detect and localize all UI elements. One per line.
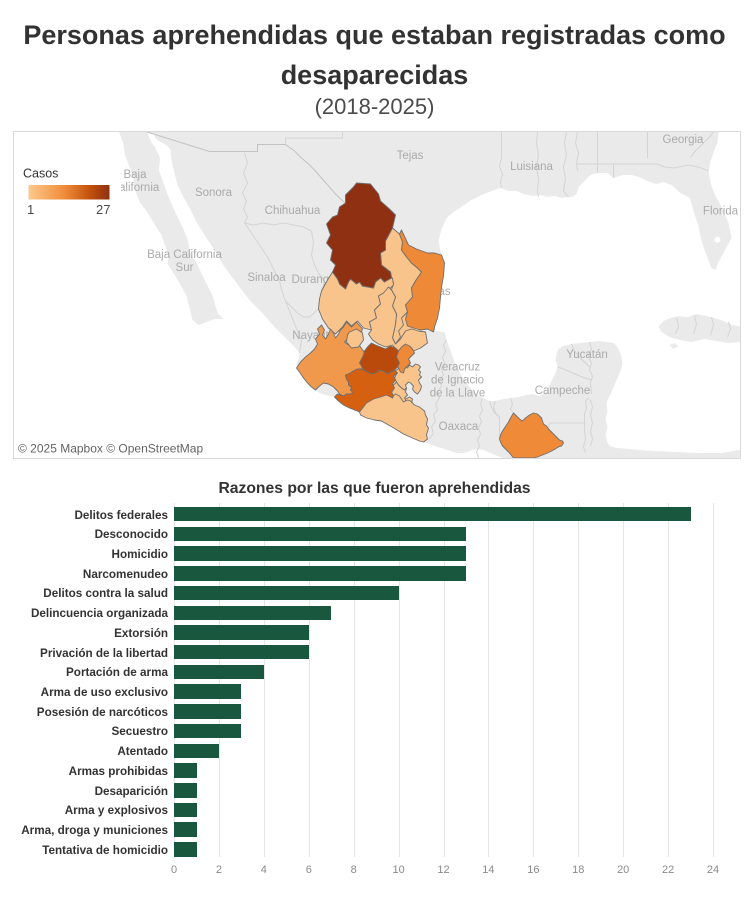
svg-text:Durango: Durango — [291, 274, 335, 286]
svg-text:Casos: Casos — [23, 167, 58, 181]
svg-text:Sur: Sur — [175, 262, 193, 274]
svg-text:Chihuahua: Chihuahua — [264, 205, 320, 217]
svg-text:Florida: Florida — [702, 206, 738, 218]
svg-text:Baja California: Baja California — [147, 249, 222, 261]
svg-text:Yucatán: Yucatán — [566, 349, 608, 361]
svg-text:Luisiana: Luisiana — [510, 161, 553, 173]
svg-text:Georgia: Georgia — [662, 134, 704, 146]
svg-text:de Ignacio: de Ignacio — [430, 375, 483, 387]
svg-text:Campeche: Campeche — [534, 385, 590, 397]
svg-text:Veracruz: Veracruz — [434, 362, 480, 374]
svg-text:27: 27 — [96, 202, 110, 217]
svg-text:de la Llave: de la Llave — [429, 388, 485, 400]
svg-text:1: 1 — [27, 202, 34, 217]
svg-text:California: California — [110, 182, 159, 194]
svg-text:Sinaloa: Sinaloa — [247, 272, 286, 284]
svg-text:Tejas: Tejas — [396, 150, 423, 162]
svg-text:Oaxaca: Oaxaca — [438, 421, 478, 433]
svg-text:Baja: Baja — [123, 169, 147, 181]
svg-text:© 2025 Mapbox © OpenStreetMap: © 2025 Mapbox © OpenStreetMap — [18, 442, 203, 456]
svg-text:Sonora: Sonora — [194, 187, 232, 199]
